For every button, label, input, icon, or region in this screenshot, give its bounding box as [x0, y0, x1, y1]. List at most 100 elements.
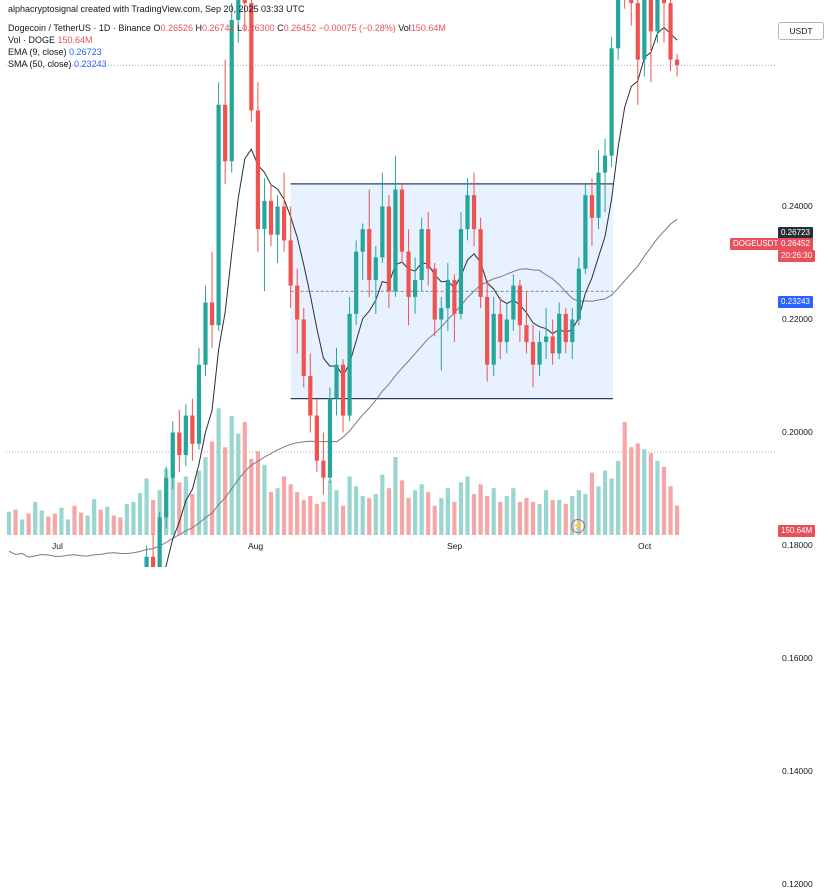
- volume-bar: [491, 488, 496, 535]
- volume-bar: [478, 484, 483, 535]
- candle: [557, 302, 562, 360]
- volume-bar: [622, 421, 627, 535]
- candle: [498, 296, 503, 360]
- candle-body: [661, 0, 667, 4]
- candle-body: [216, 104, 221, 326]
- candle: [144, 545, 149, 567]
- candle: [255, 82, 260, 252]
- candle-body: [602, 155, 608, 173]
- price-tick: 0.20000: [782, 426, 813, 437]
- price-chart[interactable]: [0, 0, 829, 567]
- attribution: alphacryptosignal created with TradingVi…: [8, 3, 305, 15]
- candle-body: [511, 285, 516, 320]
- candle-body: [498, 313, 503, 343]
- candle-body: [537, 342, 542, 365]
- candle: [616, 0, 621, 60]
- candle: [209, 251, 215, 348]
- sma-legend-label: SMA (50, close): [8, 59, 72, 69]
- volume-legend[interactable]: Vol · DOGE 150.64M: [8, 34, 93, 46]
- candle-body: [229, 20, 234, 162]
- candle: [485, 279, 490, 382]
- candle-body: [517, 285, 522, 326]
- volume-bar: [275, 488, 280, 535]
- candle-body: [321, 460, 326, 478]
- candle: [262, 178, 267, 292]
- volume-bar: [78, 512, 84, 535]
- volume-bar: [642, 449, 647, 535]
- candle-body: [144, 556, 149, 567]
- candle: [288, 206, 293, 309]
- candle: [648, 0, 653, 83]
- volume-bar: [530, 501, 536, 535]
- volume-bar: [72, 505, 77, 535]
- volume-bar: [393, 457, 398, 535]
- ema-legend[interactable]: EMA (9, close) 0.26723: [8, 46, 102, 58]
- candle: [301, 308, 306, 388]
- volume-bar: [137, 493, 143, 535]
- volume-bar: [602, 470, 608, 535]
- price-tick: 0.14000: [782, 765, 813, 776]
- candle: [452, 274, 457, 343]
- volume-bar: [52, 513, 57, 535]
- volume-bar: [563, 503, 568, 535]
- high-value: 0.26741: [202, 23, 235, 33]
- candle-body: [380, 206, 385, 258]
- candle: [308, 353, 313, 433]
- candle: [668, 0, 673, 71]
- candle: [406, 229, 411, 326]
- candle: [393, 155, 398, 297]
- volume-bar: [360, 496, 365, 535]
- candle-body: [236, 0, 241, 21]
- candle: [491, 296, 496, 376]
- volume-bar: [334, 490, 339, 535]
- volume-bar: [576, 490, 581, 535]
- volume-bar: [314, 503, 319, 535]
- volume-bar: [255, 451, 260, 535]
- price-tick: 0.12000: [782, 878, 813, 889]
- volume-bar: [262, 464, 267, 535]
- sma-legend[interactable]: SMA (50, close) 0.23243: [8, 58, 107, 70]
- candle-body: [367, 229, 372, 280]
- candle-body: [406, 251, 411, 297]
- candle-body: [327, 398, 333, 478]
- volume-bar: [557, 499, 562, 535]
- volume-bar: [609, 478, 614, 535]
- candle-body: [563, 313, 568, 343]
- symbol-title[interactable]: Dogecoin / TetherUS · 1D · Binance: [8, 23, 151, 33]
- currency-unit-button[interactable]: USDT: [778, 22, 824, 40]
- volume-bar: [537, 503, 542, 535]
- volume-bar: [26, 513, 31, 535]
- volume-bar: [249, 458, 254, 535]
- close-label: C: [277, 23, 284, 33]
- candle-body: [249, 3, 254, 111]
- volume-bar: [223, 447, 228, 535]
- candle-body: [177, 432, 182, 456]
- candle: [537, 330, 542, 376]
- lightning-icon[interactable]: ⚡: [571, 519, 585, 533]
- volume-bar: [98, 509, 103, 535]
- volume-bar: [65, 519, 71, 535]
- attribution-text: alphacryptosignal created with TradingVi…: [8, 4, 305, 14]
- volume-bar: [13, 509, 18, 535]
- candle-body: [275, 206, 280, 235]
- price-tick: 0.18000: [782, 539, 813, 550]
- volume-bar: [203, 457, 208, 535]
- volume-bar: [504, 496, 509, 535]
- vol-value: 150.64M: [410, 23, 446, 33]
- volume-bar: [550, 499, 555, 535]
- candle: [596, 150, 601, 230]
- volume-bar: [131, 501, 136, 535]
- candle-body: [196, 364, 202, 444]
- volume-bar: [170, 458, 175, 535]
- candle-body: [642, 0, 647, 60]
- candle-body: [426, 229, 431, 269]
- candle: [563, 308, 568, 354]
- volume-bar: [6, 511, 12, 535]
- candle-body: [223, 104, 228, 162]
- candle: [295, 268, 300, 354]
- time-tick-aug: Aug: [248, 541, 264, 551]
- candle: [661, 0, 667, 43]
- candle-body: [334, 364, 339, 399]
- high-label: H: [195, 23, 203, 33]
- symbol-tag: DOGEUSDT: [730, 238, 782, 250]
